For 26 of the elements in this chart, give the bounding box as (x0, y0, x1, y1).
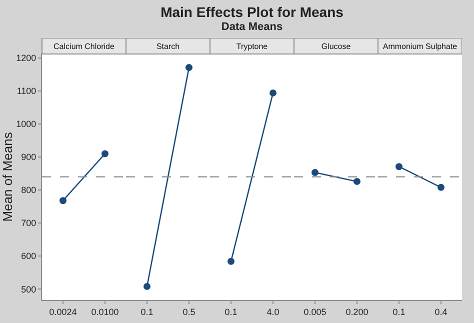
x-tick-label: 0.4 (434, 306, 448, 317)
x-tick-label: 0.1 (392, 306, 406, 317)
x-tick-label: 0.200 (346, 306, 368, 317)
y-tick-label: 1200 (16, 53, 36, 64)
chart-title: Tryptone (236, 42, 268, 51)
y-tick-label: 800 (21, 185, 36, 196)
chart-title: Starch (156, 42, 180, 51)
y-axis-title: Mean of Means (0, 132, 15, 222)
y-tick-label: 1100 (16, 86, 36, 96)
y-tick-label: 500 (21, 284, 36, 294)
x-tick-label: 0.1 (224, 306, 238, 317)
text: Data Means (220, 20, 284, 33)
text: Main Effects Plot for Means (160, 3, 344, 20)
y-tick-label: 600 (21, 251, 36, 262)
x-tick-label: 0.005 (304, 306, 326, 317)
x-tick-label: 0.1 (140, 306, 154, 317)
y-tick-label: 1000 (16, 119, 36, 130)
x-tick-label: 0.0024 (49, 306, 77, 317)
chart-title: Calcium Chloride (54, 42, 115, 51)
x-tick-label: 4.0 (266, 306, 280, 317)
x-tick-label: 0.0100 (91, 306, 119, 317)
x-tick-label: 0.5 (182, 306, 196, 317)
chart-title: Ammonium Sulphate (382, 42, 458, 51)
y-tick-label: 700 (21, 218, 36, 228)
chart-title: Glucose (321, 42, 352, 51)
y-tick-label: 900 (21, 152, 36, 162)
